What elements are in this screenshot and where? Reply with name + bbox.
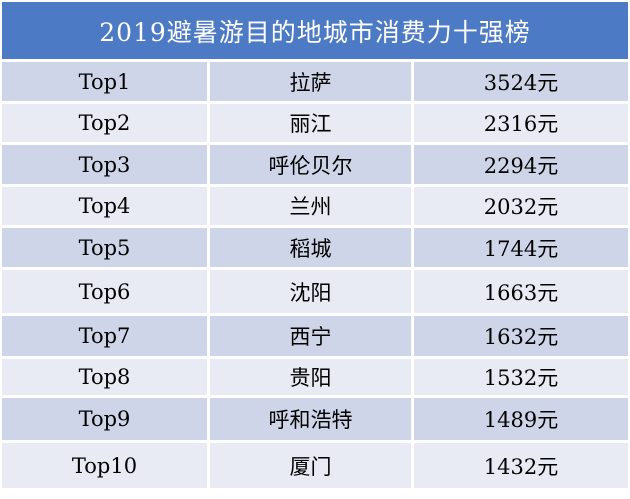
city-cell: 呼和浩特 [210, 398, 414, 440]
city-cell: 沈阳 [210, 270, 414, 313]
value-cell: 1744元 [483, 236, 559, 261]
table-row: Top4 兰州 2032元 [2, 184, 628, 225]
table-row: Top2 丽江 2316元 [2, 101, 628, 142]
city-cell: 拉萨 [210, 62, 414, 101]
table-row: Top1 拉萨 3524元 [2, 59, 628, 101]
value-cell: 1663元 [483, 280, 559, 305]
city-cell: 兰州 [210, 187, 414, 225]
value-cell: 1632元 [483, 325, 559, 349]
city-cell: 西宁 [210, 316, 414, 356]
rank-cell: Top1 [2, 62, 210, 101]
rank-cell: Top4 [2, 187, 210, 225]
city-cell: 稻城 [210, 228, 414, 267]
value-cell: 2032元 [483, 195, 559, 219]
value-cell: 1489元 [483, 408, 559, 432]
rank-cell: Top2 [2, 104, 210, 142]
city-cell: 厦门 [210, 443, 414, 488]
city-cell: 呼伦贝尔 [210, 145, 414, 184]
city-cell: 丽江 [210, 104, 414, 142]
table-row: Top9 呼和浩特 1489元 [2, 395, 628, 440]
value-cell: 3524元 [483, 70, 559, 95]
value-cell: 2294元 [483, 153, 559, 178]
rank-cell: Top7 [2, 316, 210, 356]
table-row: Top8 贵阳 1532元 [2, 356, 628, 395]
rank-cell: Top9 [2, 398, 210, 440]
value-cell: 1532元 [483, 366, 559, 390]
table-row: Top5 稻城 1744元 [2, 225, 628, 267]
table-row: Top6 沈阳 1663元 [2, 267, 628, 313]
rank-cell: Top5 [2, 228, 210, 267]
rank-cell: Top10 [2, 443, 210, 488]
rank-cell: Top6 [2, 270, 210, 313]
table-row: Top3 呼伦贝尔 2294元 [2, 142, 628, 184]
table-row: Top7 西宁 1632元 [2, 313, 628, 356]
value-cell: 2316元 [483, 112, 559, 136]
city-cell: 贵阳 [210, 359, 414, 395]
value-cell: 1432元 [483, 454, 559, 479]
rank-cell: Top3 [2, 145, 210, 184]
rank-cell: Top8 [2, 359, 210, 395]
table-title: 2019避暑游目的地城市消费力十强榜 [2, 2, 628, 59]
table-row: Top10 厦门 1432元 [2, 440, 628, 488]
